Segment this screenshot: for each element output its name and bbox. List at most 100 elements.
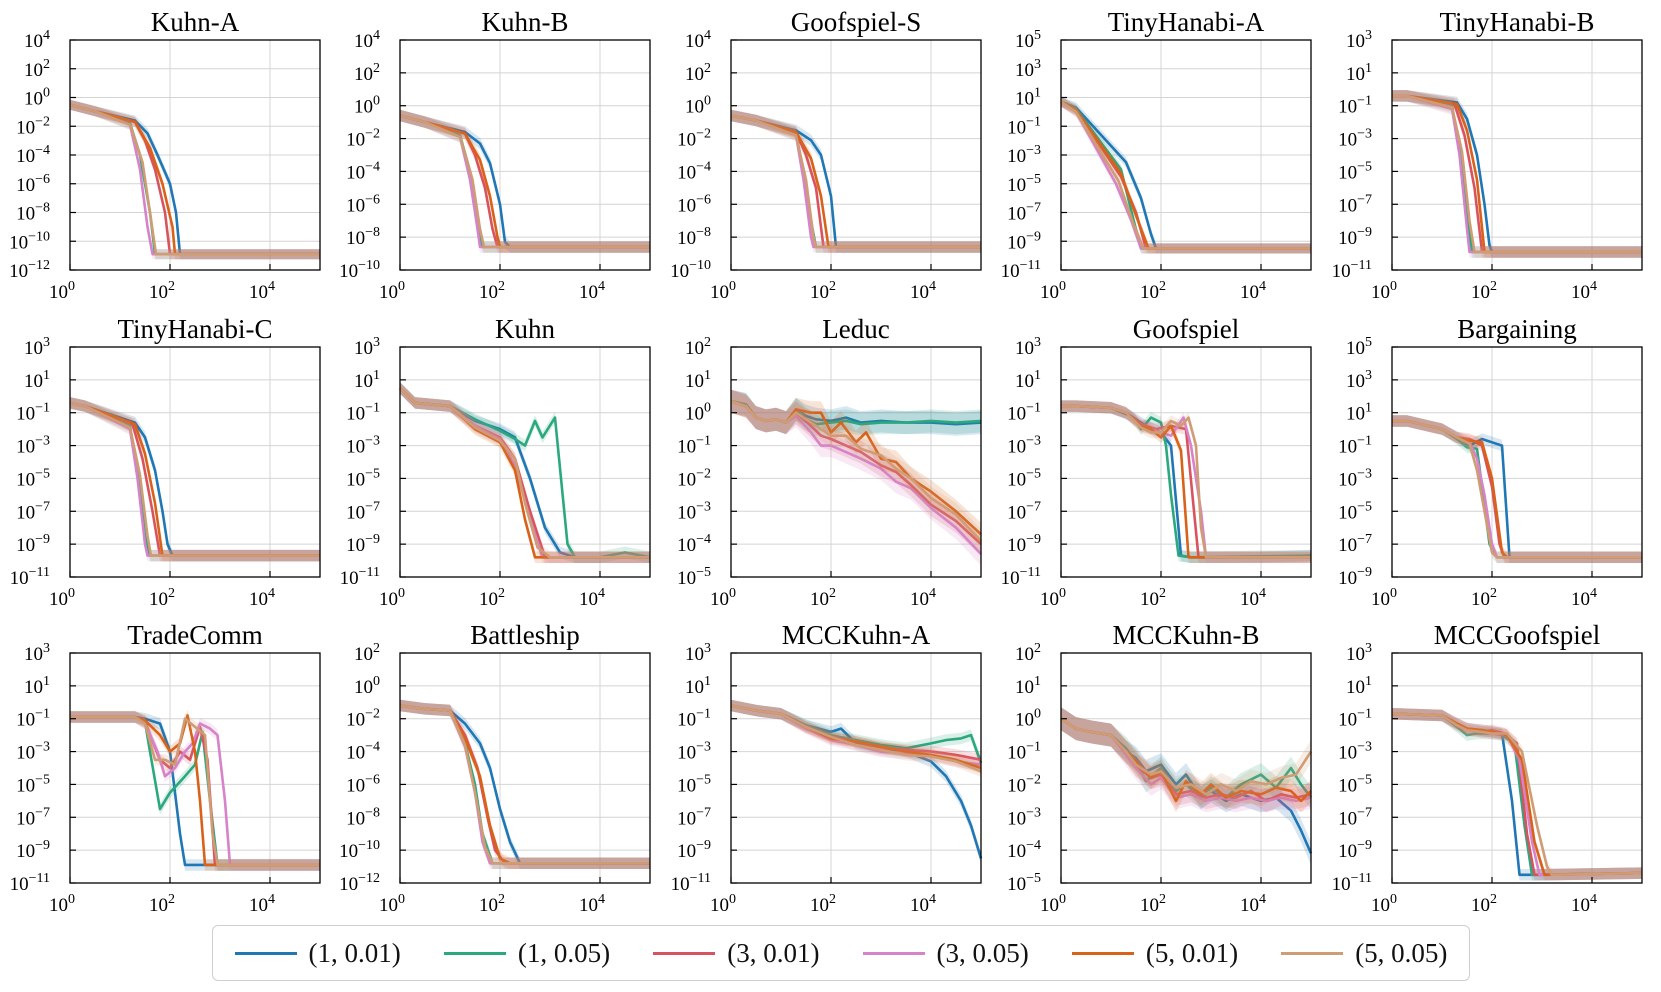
series-line-5-0-05 <box>1060 717 1313 796</box>
axes-frame <box>1060 346 1312 578</box>
series-band-1-0-05 <box>731 109 981 253</box>
x-tick-label: 100 <box>379 892 405 916</box>
series-line-5-0-01 <box>399 387 650 559</box>
series-line-3-0-05 <box>1392 94 1642 254</box>
axes-frame <box>1391 346 1643 578</box>
y-tick-label: 10−9 <box>16 532 50 556</box>
series-line-5-0-05 <box>1392 94 1642 254</box>
y-tick-label: 101 <box>24 368 50 392</box>
series-line-1-0-05 <box>399 114 650 249</box>
y-tick-label: 10−12 <box>339 871 380 895</box>
y-tick-label: 10−5 <box>1338 159 1372 183</box>
x-tick-label: 100 <box>1371 279 1397 303</box>
y-tick-label: 103 <box>1346 28 1372 52</box>
y-tick-label: 102 <box>1015 641 1041 665</box>
series-band-5-0-01 <box>1061 707 1311 813</box>
y-tick-label: 10−5 <box>16 772 50 796</box>
series-band-1-0-01 <box>70 99 320 260</box>
series-band-5-0-05 <box>1392 415 1642 563</box>
y-tick-label: 10−1 <box>677 434 711 458</box>
x-tick-label: 100 <box>1371 586 1397 610</box>
axes-frame <box>399 39 651 271</box>
subplot-kuhn-b: Kuhn-B 100 102 104 10−10 10−8 10−6 10−4 10−2 100 1… <box>339 7 651 303</box>
y-tick-label: 101 <box>1346 674 1372 698</box>
series-line-1-0-01 <box>69 103 320 256</box>
subplot-title: TradeComm <box>127 620 263 650</box>
legend-label: (5, 0.01) <box>1145 937 1239 968</box>
x-tick-label: 104 <box>1571 586 1597 610</box>
series-band-5-0-01 <box>400 382 650 563</box>
y-tick-label: 10−2 <box>346 707 380 731</box>
x-tick-label: 100 <box>710 586 736 610</box>
series-band-3-0-05 <box>1061 96 1311 254</box>
y-tick-label: 100 <box>685 94 711 118</box>
series-line-1-0-01 <box>730 704 983 859</box>
series-line-5-0-05 <box>399 704 650 865</box>
axes-frame <box>1391 652 1643 884</box>
x-tick-label: 104 <box>910 279 936 303</box>
y-tick-label: 100 <box>24 86 50 110</box>
y-tick-label: 10−1 <box>1007 114 1041 138</box>
y-tick-label: 10−5 <box>16 466 50 490</box>
series-band-5-0-05 <box>400 109 650 253</box>
series-band-5-0-05 <box>1392 90 1642 258</box>
y-tick-label: 10−4 <box>346 740 380 764</box>
legend-swatch <box>862 951 925 955</box>
y-tick-label: 102 <box>24 57 50 81</box>
subplot-goofspiel-s: Goofspiel-S 100 102 104 10−10 10−8 10−6 10−4 10−… <box>670 7 982 303</box>
y-tick-label: 10−7 <box>677 805 711 829</box>
y-tick-label: 10−1 <box>346 401 380 425</box>
subplot-title: MCCKuhn-B <box>1112 620 1259 650</box>
series-band-5-0-01 <box>731 109 981 253</box>
y-tick-label: 10−3 <box>1338 466 1372 490</box>
series-line-5-0-01 <box>399 114 650 249</box>
series-line-3-0-01 <box>69 401 320 557</box>
x-tick-label: 102 <box>1140 586 1166 610</box>
series-line-3-0-05 <box>1060 100 1311 250</box>
series-band-1-0-01 <box>70 397 320 562</box>
subplot-title: Leduc <box>822 314 889 344</box>
series-band-1-0-01 <box>731 699 981 865</box>
axes-frame <box>1060 652 1312 884</box>
legend-label: (3, 0.01) <box>727 937 820 968</box>
y-tick-label: 10−7 <box>16 805 50 829</box>
series-line-1-0-01 <box>1392 94 1642 254</box>
y-tick-label: 10−4 <box>16 143 50 167</box>
series-line-5-0-05 <box>69 401 320 557</box>
legend-item: (5, 0.01) <box>1071 937 1239 969</box>
series-line-3-0-01 <box>399 114 650 249</box>
y-tick-label: 10−8 <box>346 805 380 829</box>
y-tick-label: 10−7 <box>346 499 380 523</box>
y-tick-label: 10−4 <box>677 159 711 183</box>
x-tick-label: 102 <box>1471 892 1497 916</box>
series-band-5-0-05 <box>70 397 320 562</box>
y-tick-label: 10−3 <box>16 434 50 458</box>
y-tick-label: 10−8 <box>16 201 50 225</box>
y-tick-label: 10−3 <box>1007 805 1041 829</box>
y-tick-label: 10−9 <box>1007 229 1041 253</box>
subplot-title: TinyHanabi-A <box>1108 7 1265 37</box>
y-tick-label: 10−11 <box>10 871 50 895</box>
y-tick-label: 103 <box>1015 335 1041 359</box>
x-tick-label: 100 <box>379 279 405 303</box>
x-tick-label: 104 <box>910 892 936 916</box>
x-tick-label: 100 <box>710 892 736 916</box>
y-tick-label: 10−5 <box>677 772 711 796</box>
y-tick-label: 103 <box>24 335 50 359</box>
subplot-title: Bargaining <box>1457 314 1576 344</box>
axes-frame <box>730 346 982 578</box>
y-tick-label: 104 <box>354 28 380 52</box>
series-line-5-0-05 <box>69 103 320 256</box>
series-band-3-0-05 <box>1392 415 1642 563</box>
y-tick-label: 104 <box>24 28 50 52</box>
y-tick-label: 102 <box>354 61 380 85</box>
series-band-3-0-01 <box>70 99 320 260</box>
series-band-3-0-05 <box>731 389 981 566</box>
y-tick-label: 10−8 <box>346 225 380 249</box>
x-tick-label: 100 <box>379 586 405 610</box>
series-line-3-0-05 <box>69 401 320 557</box>
legend-item: (5, 0.05) <box>1281 938 1447 969</box>
y-tick-label: 10−5 <box>677 565 711 589</box>
y-tick-label: 101 <box>354 368 380 392</box>
y-tick-label: 10−3 <box>1338 127 1372 151</box>
